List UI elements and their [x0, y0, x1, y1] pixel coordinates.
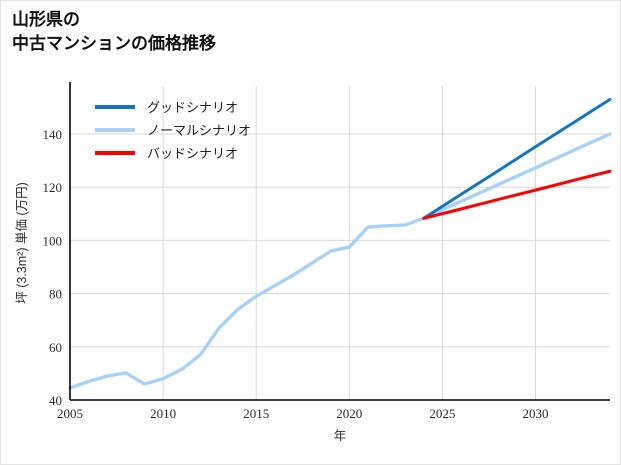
- x-axis-title: 年: [334, 429, 347, 443]
- x-tick-label: 2030: [523, 406, 549, 421]
- y-tick-label: 60: [49, 340, 62, 355]
- legend-label-0: グッドシナリオ: [147, 100, 238, 115]
- series-group: [68, 97, 612, 390]
- title-line-2: 中古マンションの価格推移: [12, 34, 216, 54]
- title-line-1: 山形県の: [12, 10, 80, 29]
- series-line-バッドシナリオ: [422, 169, 612, 220]
- gridlines-group: [70, 86, 610, 400]
- x-tick-label: 2025: [429, 406, 455, 421]
- x-tick-label: 2020: [336, 406, 362, 421]
- series-line-グッドシナリオ: [422, 97, 612, 220]
- series-line-ノーマルシナリオ: [68, 132, 612, 390]
- y-tick-label: 120: [43, 180, 63, 195]
- legend-label-2: バッドシナリオ: [147, 146, 238, 161]
- y-tick-label: 100: [43, 233, 63, 248]
- x-tick-label: 2005: [57, 406, 83, 421]
- axes-group: [69, 82, 610, 401]
- axis-titles-group: 年 坪 (3.3m²) 単価 (万円): [15, 182, 346, 443]
- tick-labels-group: 40 60 80 100 120 140 2005 2010 2015 2020 2025 2030: [43, 127, 549, 421]
- y-axis-title: 坪 (3.3m²) 単価 (万円): [15, 182, 29, 304]
- page-title: 山形県の 中古マンションの価格推移: [12, 8, 216, 56]
- legend-label-1: ノーマルシナリオ: [147, 123, 251, 138]
- x-tick-label: 2010: [150, 406, 176, 421]
- y-tick-label: 80: [49, 287, 62, 302]
- x-tick-label: 2015: [243, 406, 269, 421]
- y-tick-label: 140: [43, 127, 63, 142]
- y-tick-label: 40: [49, 393, 62, 408]
